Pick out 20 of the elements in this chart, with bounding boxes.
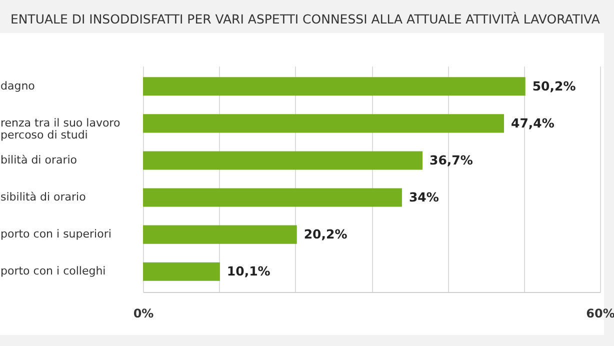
bar [143,151,423,170]
y-tick-label: sibilità di orario [0,190,86,204]
y-tick-label: renza tra il suo lavoro percoso di studi [0,116,120,142]
data-label: 20,2% [304,226,348,242]
data-label: 36,7% [430,152,474,168]
bar [143,114,504,133]
y-tick-label: dagno [0,79,36,92]
data-label: 47,4% [511,115,555,130]
x-tick-label: 0% [133,306,154,320]
data-label: 34% [408,190,440,205]
y-tick-label: bilità di orario [0,153,78,166]
chart-title: ENTUALE DI INSODDISFATTI PER VARI ASPETTI CONNESSI ALLA ATTUALE ATTIVITÀ LAVORATIVA [10,12,600,26]
data-label: 50,2% [532,78,576,94]
bar [143,262,220,281]
y-tick-label: porto con i superiori [0,228,112,241]
bar [143,225,297,244]
y-tick-label: porto con i colleghi [0,264,106,278]
bar [143,188,402,207]
bar [143,77,526,96]
data-label: 10,1% [226,264,271,279]
